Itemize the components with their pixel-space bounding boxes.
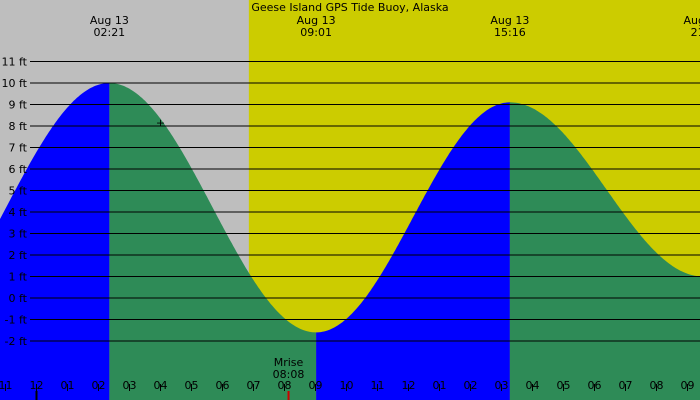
gridline-layer [30, 61, 700, 342]
extreme-date-label: Aug 13 [684, 14, 700, 27]
extreme-time-label: 15:16 [494, 26, 526, 39]
y-tick-label: 3 ft [9, 228, 28, 241]
y-tick-label: -2 ft [5, 335, 28, 348]
x-tick-label: 04 [526, 379, 540, 392]
y-tick-label: 6 ft [9, 163, 28, 176]
rising-tide-segment [316, 102, 510, 400]
y-tick-label: 9 ft [9, 99, 28, 112]
x-tick-label: 02 [92, 379, 106, 392]
y-tick-label: 10 ft [2, 77, 28, 90]
moonrise-time-label: 08:08 [273, 368, 305, 381]
x-tick-label: 03 [495, 379, 509, 392]
moonrise-label: Mrise [274, 356, 304, 369]
x-tick-label: 06 [588, 379, 602, 392]
chart-title: Geese Island GPS Tide Buoy, Alaska [251, 1, 448, 14]
x-tick-label: 05 [557, 379, 571, 392]
falling-tide-segment [509, 102, 700, 400]
extreme-time-label: 09:01 [300, 26, 332, 39]
y-tick-label: 4 ft [9, 206, 28, 219]
x-tick-label: 05 [185, 379, 199, 392]
y-tick-label-layer: 11 ft 10 ft 9 ft 8 ft 7 ft 6 ft 5 ft 4 ft 3 ft 2 … [2, 56, 28, 349]
tide-area-layer [0, 83, 700, 400]
extreme-date-label: Aug 13 [297, 14, 336, 27]
x-tick-label: 02 [464, 379, 478, 392]
rising-tide-segment [0, 83, 110, 400]
y-tick-label: 7 ft [9, 142, 28, 155]
x-tick-label: 11 [371, 379, 385, 392]
y-tick-label: 0 ft [9, 292, 28, 305]
y-tick-label: -1 ft [5, 314, 28, 327]
x-tick-layer: 11 12 01 02 03 04 05 06 07 08 09 10 11 12 01 02 03 04 05 06… [0, 379, 695, 392]
y-tick-label: 2 ft [9, 249, 28, 262]
x-tick-label: 10 [340, 379, 354, 392]
extreme-date-label: Aug 13 [490, 14, 529, 27]
x-tick-label: 12 [30, 379, 44, 392]
extreme-time-label: 02:21 [93, 26, 125, 39]
y-tick-label: 8 ft [9, 120, 28, 133]
x-tick-label: 09 [681, 379, 695, 392]
y-tick-label: 1 ft [9, 271, 28, 284]
x-tick-label: 08 [278, 379, 292, 392]
x-tick-label: 01 [433, 379, 447, 392]
x-tick-label: 03 [123, 379, 137, 392]
x-tick-label: 09 [309, 379, 323, 392]
y-tick-label: 11 ft [2, 56, 28, 69]
extreme-date-label: Aug 13 [90, 14, 129, 27]
x-tick-label: 06 [216, 379, 230, 392]
x-tick-label: 08 [650, 379, 664, 392]
y-tick-label: 5 ft [9, 185, 28, 198]
x-tick-label: 04 [154, 379, 168, 392]
x-tick-label: 07 [619, 379, 633, 392]
extreme-time-label: 21:1 [691, 26, 700, 39]
x-tick-label: 12 [402, 379, 416, 392]
falling-tide-segment [109, 83, 317, 400]
x-tick-label: 01 [61, 379, 75, 392]
crosshair-marker: + [156, 117, 165, 130]
x-tick-label: 07 [247, 379, 261, 392]
x-tick-label: 11 [0, 379, 13, 392]
